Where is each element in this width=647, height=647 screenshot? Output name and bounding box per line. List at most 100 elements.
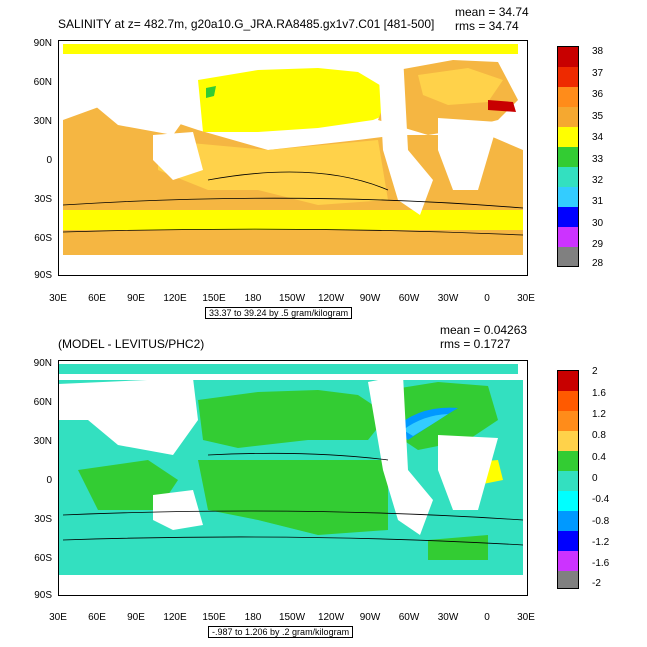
cbar1-swatch [558, 167, 578, 187]
p2-lat-90n: 90N [33, 358, 52, 369]
p1-lon: 0 [484, 293, 490, 304]
cbar1-label: 38 [592, 46, 604, 57]
p1-lon: 120E [163, 293, 187, 304]
cbar1-swatch [558, 107, 578, 127]
cbar2-swatch [558, 451, 578, 471]
p2-lon: 180 [244, 612, 262, 623]
panel1-subtitle: 33.37 to 39.24 by .5 gram/kilogram [205, 307, 353, 319]
panel2-frame [58, 360, 528, 596]
cbar2-label: -2 [592, 578, 601, 589]
cbar1-swatch [558, 47, 578, 67]
p2-lon: 60E [88, 612, 106, 623]
panel1-rms: rms = 34.74 [455, 19, 519, 33]
cbar2-label: -1.6 [592, 558, 610, 569]
cbar2-swatch [558, 431, 578, 451]
p1-lon: 30E [517, 293, 535, 304]
p2-lat-60n: 60N [33, 397, 52, 408]
cbar2-label: 1.2 [592, 409, 606, 420]
p1-lat-90n: 90N [33, 38, 52, 49]
cbar1-swatch [558, 87, 578, 107]
p2-lon: 30W [437, 612, 459, 623]
cbar2-label: -1.2 [592, 537, 610, 548]
cbar1-swatch [558, 227, 578, 247]
p2-lon: 90E [127, 612, 145, 623]
p1-lat-60n: 60N [33, 77, 52, 88]
p2-lon: 0 [484, 612, 490, 623]
cbar2-swatch [558, 471, 578, 491]
cbar2-label: 2 [592, 366, 598, 377]
p2-lon: 120E [163, 612, 187, 623]
p2-lon: 150E [202, 612, 226, 623]
panel2-map [58, 360, 528, 596]
cbar2-swatch [558, 371, 578, 391]
cbar1-label: 29 [592, 239, 604, 250]
p2-lon: 30E [517, 612, 535, 623]
cbar1-label: 33 [592, 154, 604, 165]
p1-lon: 150E [202, 293, 226, 304]
cbar1-label: 35 [592, 111, 604, 122]
cbar2-swatch [558, 491, 578, 511]
cbar1-label: 28 [592, 258, 604, 269]
cbar1-swatch [558, 247, 578, 266]
cbar1-label: 34 [592, 132, 604, 143]
p2-lon: 90W [359, 612, 381, 623]
p2-lon: 120W [317, 612, 345, 623]
cbar1-label: 36 [592, 89, 604, 100]
p1-lon: 60W [398, 293, 420, 304]
p2-lat-30s: 30S [34, 514, 52, 525]
cbar2-label: 0 [592, 473, 598, 484]
p1-lon: 150W [278, 293, 306, 304]
p1-lat-90s: 90S [34, 270, 52, 281]
p1-lon: 30W [437, 293, 459, 304]
p2-lon: 60W [398, 612, 420, 623]
panel2-subtitle: -.987 to 1.206 by .2 gram/kilogram [208, 626, 354, 638]
panel1-map [58, 40, 528, 276]
p1-lat-30n: 30N [33, 116, 52, 127]
cbar2-label: -0.4 [592, 494, 610, 505]
panel2-title: (MODEL - LEVITUS/PHC2) [58, 337, 205, 351]
cbar1-label: 31 [592, 196, 604, 207]
p1-lon: 30E [49, 293, 67, 304]
p1-lat-0: 0 [46, 155, 52, 166]
p1-lat-30s: 30S [34, 194, 52, 205]
cbar1-swatch [558, 187, 578, 207]
panel1-title: SALINITY at z= 482.7m, g20a10.G_JRA.RA84… [58, 17, 435, 31]
p2-lon: 150W [278, 612, 306, 623]
panel2-colorbar [557, 370, 579, 589]
p2-lat-0: 0 [46, 475, 52, 486]
cbar1-swatch [558, 207, 578, 227]
panel2-map-svg [58, 360, 528, 596]
cbar1-label: 32 [592, 175, 604, 186]
p1-lon: 180 [244, 293, 262, 304]
p1-lon: 120W [317, 293, 345, 304]
panel1-colorbar [557, 46, 579, 267]
panel1-frame [58, 40, 528, 276]
cbar1-swatch [558, 147, 578, 167]
cbar2-swatch [558, 411, 578, 431]
cbar2-swatch [558, 571, 578, 588]
cbar1-label: 37 [592, 68, 604, 79]
p2-lon: 30E [49, 612, 67, 623]
cbar2-swatch [558, 391, 578, 411]
cbar1-swatch [558, 127, 578, 147]
cbar2-label: -0.8 [592, 516, 610, 527]
p1-lat-60s: 60S [34, 233, 52, 244]
cbar2-swatch [558, 531, 578, 551]
p2-lat-90s: 90S [34, 590, 52, 601]
cbar2-label: 1.6 [592, 388, 606, 399]
cbar1-label: 30 [592, 218, 604, 229]
cbar1-swatch [558, 67, 578, 87]
p2-lat-30n: 30N [33, 436, 52, 447]
cbar2-label: 0.4 [592, 452, 606, 463]
panel2-rms: rms = 0.1727 [440, 337, 511, 351]
panel2-mean: mean = 0.04263 [440, 323, 528, 337]
cbar2-swatch [558, 551, 578, 571]
panel1-mean: mean = 34.74 [455, 5, 529, 19]
panel1-map-svg [58, 40, 528, 276]
p2-lat-60s: 60S [34, 553, 52, 564]
p1-lon: 90W [359, 293, 381, 304]
p1-lon: 60E [88, 293, 106, 304]
p1-lon: 90E [127, 293, 145, 304]
cbar2-swatch [558, 511, 578, 531]
cbar2-label: 0.8 [592, 430, 606, 441]
